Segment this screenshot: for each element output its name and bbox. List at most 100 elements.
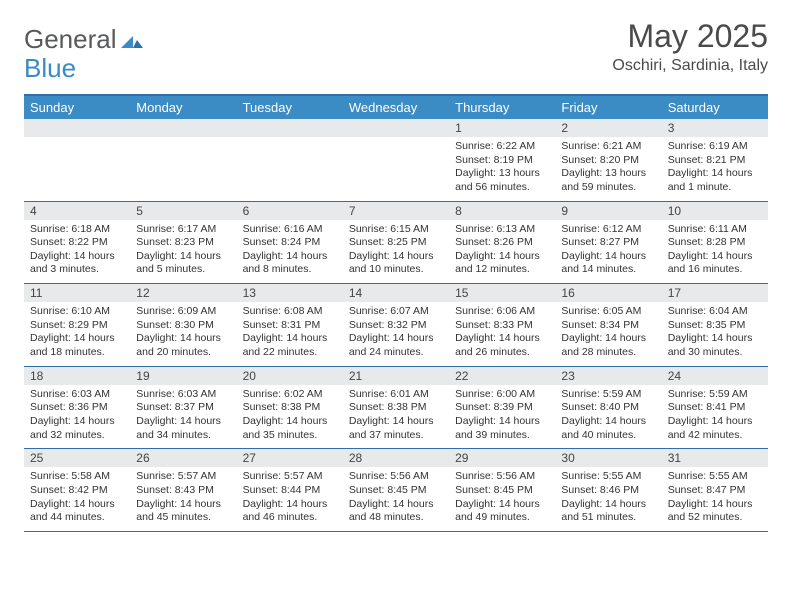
day-details	[130, 137, 236, 197]
day-cell: 25Sunrise: 5:58 AMSunset: 8:42 PMDayligh…	[24, 449, 130, 531]
daylight-text: Daylight: 14 hours	[243, 415, 337, 429]
sunrise-text: Sunrise: 6:00 AM	[455, 388, 549, 402]
sunrise-text: Sunrise: 5:56 AM	[349, 470, 443, 484]
day-details: Sunrise: 6:15 AMSunset: 8:25 PMDaylight:…	[343, 220, 449, 284]
day-details: Sunrise: 6:00 AMSunset: 8:39 PMDaylight:…	[449, 385, 555, 449]
day-number: 14	[343, 284, 449, 302]
daylight-text: Daylight: 14 hours	[243, 332, 337, 346]
day-number: 24	[662, 367, 768, 385]
day-cell: 29Sunrise: 5:56 AMSunset: 8:45 PMDayligh…	[449, 449, 555, 531]
sunrise-text: Sunrise: 6:09 AM	[136, 305, 230, 319]
sunset-text: Sunset: 8:38 PM	[349, 401, 443, 415]
daylight-text: and 37 minutes.	[349, 429, 443, 443]
day-details: Sunrise: 6:17 AMSunset: 8:23 PMDaylight:…	[130, 220, 236, 284]
day-cell	[24, 119, 130, 201]
sunrise-text: Sunrise: 5:57 AM	[243, 470, 337, 484]
dow-tuesday: Tuesday	[237, 96, 343, 119]
daylight-text: and 14 minutes.	[561, 263, 655, 277]
day-number: 22	[449, 367, 555, 385]
day-details: Sunrise: 6:07 AMSunset: 8:32 PMDaylight:…	[343, 302, 449, 366]
sunset-text: Sunset: 8:20 PM	[561, 154, 655, 168]
day-number: 27	[237, 449, 343, 467]
day-cell: 12Sunrise: 6:09 AMSunset: 8:30 PMDayligh…	[130, 284, 236, 366]
sunset-text: Sunset: 8:35 PM	[668, 319, 762, 333]
daylight-text: and 12 minutes.	[455, 263, 549, 277]
sunrise-text: Sunrise: 6:18 AM	[30, 223, 124, 237]
day-number: 17	[662, 284, 768, 302]
day-cell: 17Sunrise: 6:04 AMSunset: 8:35 PMDayligh…	[662, 284, 768, 366]
day-details: Sunrise: 6:21 AMSunset: 8:20 PMDaylight:…	[555, 137, 661, 201]
daylight-text: and 22 minutes.	[243, 346, 337, 360]
day-details: Sunrise: 6:05 AMSunset: 8:34 PMDaylight:…	[555, 302, 661, 366]
daylight-text: Daylight: 14 hours	[243, 498, 337, 512]
daylight-text: and 39 minutes.	[455, 429, 549, 443]
daylight-text: and 18 minutes.	[30, 346, 124, 360]
sunrise-text: Sunrise: 5:55 AM	[668, 470, 762, 484]
daylight-text: and 49 minutes.	[455, 511, 549, 525]
sunset-text: Sunset: 8:19 PM	[455, 154, 549, 168]
sunrise-text: Sunrise: 6:08 AM	[243, 305, 337, 319]
day-cell: 4Sunrise: 6:18 AMSunset: 8:22 PMDaylight…	[24, 202, 130, 284]
daylight-text: Daylight: 14 hours	[455, 332, 549, 346]
page-title: May 2025	[612, 18, 768, 55]
day-details: Sunrise: 6:19 AMSunset: 8:21 PMDaylight:…	[662, 137, 768, 201]
daylight-text: and 26 minutes.	[455, 346, 549, 360]
day-number: 28	[343, 449, 449, 467]
day-details: Sunrise: 5:57 AMSunset: 8:43 PMDaylight:…	[130, 467, 236, 531]
day-number: 30	[555, 449, 661, 467]
sunset-text: Sunset: 8:45 PM	[455, 484, 549, 498]
sunrise-text: Sunrise: 5:57 AM	[136, 470, 230, 484]
sunset-text: Sunset: 8:39 PM	[455, 401, 549, 415]
sunset-text: Sunset: 8:22 PM	[30, 236, 124, 250]
sunset-text: Sunset: 8:25 PM	[349, 236, 443, 250]
sunset-text: Sunset: 8:24 PM	[243, 236, 337, 250]
day-details: Sunrise: 5:55 AMSunset: 8:47 PMDaylight:…	[662, 467, 768, 531]
day-number	[343, 119, 449, 137]
day-number: 21	[343, 367, 449, 385]
day-number: 13	[237, 284, 343, 302]
sunrise-text: Sunrise: 6:21 AM	[561, 140, 655, 154]
sunrise-text: Sunrise: 5:58 AM	[30, 470, 124, 484]
logo-mark-icon	[121, 30, 143, 53]
day-number: 8	[449, 202, 555, 220]
daylight-text: and 51 minutes.	[561, 511, 655, 525]
day-cell: 22Sunrise: 6:00 AMSunset: 8:39 PMDayligh…	[449, 367, 555, 449]
logo: General	[24, 18, 145, 55]
daylight-text: Daylight: 14 hours	[136, 415, 230, 429]
daylight-text: Daylight: 14 hours	[455, 498, 549, 512]
day-details: Sunrise: 5:55 AMSunset: 8:46 PMDaylight:…	[555, 467, 661, 531]
dow-thursday: Thursday	[449, 96, 555, 119]
daylight-text: Daylight: 14 hours	[30, 250, 124, 264]
day-details: Sunrise: 6:11 AMSunset: 8:28 PMDaylight:…	[662, 220, 768, 284]
sunrise-text: Sunrise: 5:56 AM	[455, 470, 549, 484]
day-cell: 3Sunrise: 6:19 AMSunset: 8:21 PMDaylight…	[662, 119, 768, 201]
dow-wednesday: Wednesday	[343, 96, 449, 119]
day-details: Sunrise: 5:56 AMSunset: 8:45 PMDaylight:…	[449, 467, 555, 531]
day-number: 2	[555, 119, 661, 137]
sunset-text: Sunset: 8:41 PM	[668, 401, 762, 415]
daylight-text: and 32 minutes.	[30, 429, 124, 443]
dow-saturday: Saturday	[662, 96, 768, 119]
sunset-text: Sunset: 8:30 PM	[136, 319, 230, 333]
day-number: 16	[555, 284, 661, 302]
sunrise-text: Sunrise: 6:19 AM	[668, 140, 762, 154]
daylight-text: Daylight: 14 hours	[561, 415, 655, 429]
day-details	[24, 137, 130, 197]
day-cell: 2Sunrise: 6:21 AMSunset: 8:20 PMDaylight…	[555, 119, 661, 201]
calendar-page: General May 2025 Oschiri, Sardinia, Ital…	[0, 0, 792, 544]
daylight-text: and 28 minutes.	[561, 346, 655, 360]
day-details: Sunrise: 5:57 AMSunset: 8:44 PMDaylight:…	[237, 467, 343, 531]
day-details: Sunrise: 6:04 AMSunset: 8:35 PMDaylight:…	[662, 302, 768, 366]
daylight-text: Daylight: 14 hours	[561, 250, 655, 264]
daylight-text: Daylight: 14 hours	[668, 415, 762, 429]
daylight-text: Daylight: 14 hours	[668, 250, 762, 264]
day-of-week-header: Sunday Monday Tuesday Wednesday Thursday…	[24, 96, 768, 119]
week-row: 4Sunrise: 6:18 AMSunset: 8:22 PMDaylight…	[24, 202, 768, 285]
logo-text-general: General	[24, 24, 117, 55]
day-cell	[343, 119, 449, 201]
daylight-text: and 8 minutes.	[243, 263, 337, 277]
daylight-text: Daylight: 14 hours	[349, 332, 443, 346]
day-details: Sunrise: 6:09 AMSunset: 8:30 PMDaylight:…	[130, 302, 236, 366]
day-cell: 10Sunrise: 6:11 AMSunset: 8:28 PMDayligh…	[662, 202, 768, 284]
day-cell: 20Sunrise: 6:02 AMSunset: 8:38 PMDayligh…	[237, 367, 343, 449]
